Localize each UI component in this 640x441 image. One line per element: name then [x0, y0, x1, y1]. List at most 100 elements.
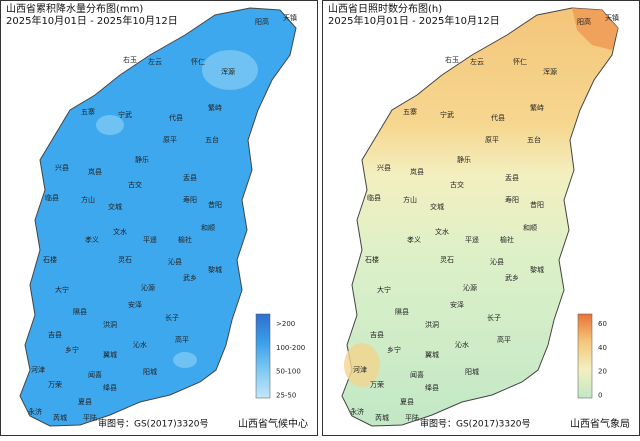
- county-label: 寿阳: [183, 195, 197, 204]
- county-label: 石楼: [43, 255, 57, 264]
- county-label: 吉县: [48, 331, 62, 339]
- county-label: 芮城: [53, 413, 67, 422]
- county-label: 武乡: [183, 273, 197, 282]
- county-label: 古交: [128, 180, 142, 189]
- county-label: 灵石: [440, 256, 454, 264]
- county-label: 宁武: [118, 110, 132, 119]
- county-label: 兴县: [377, 163, 391, 172]
- county-label: 阳城: [465, 367, 479, 376]
- legend-bar: [255, 313, 271, 399]
- county-label: 繁峙: [208, 103, 222, 112]
- county-label: 兴县: [55, 163, 69, 172]
- county-label: 武乡: [505, 273, 519, 282]
- county-label: 翼城: [425, 351, 439, 359]
- county-label: 寿阳: [505, 195, 519, 204]
- county-label: 五寨: [81, 107, 95, 116]
- county-label: 高平: [497, 335, 511, 344]
- county-label: 大宁: [55, 285, 69, 294]
- county-label: 隰县: [73, 307, 87, 316]
- county-label: 乡宁: [65, 345, 79, 354]
- county-label: 交城: [430, 202, 444, 211]
- county-label: 昔阳: [530, 200, 544, 209]
- county-label: 永济: [350, 407, 364, 416]
- county-label: 右玉: [123, 55, 137, 64]
- county-label: 交城: [108, 202, 122, 211]
- high-sun-patch: [344, 343, 380, 387]
- map-title: 山西省累积降水量分布图(mm): [6, 2, 143, 15]
- county-label: 石楼: [365, 255, 379, 264]
- county-label: 昔阳: [208, 200, 222, 209]
- county-label: 宁武: [440, 110, 454, 119]
- county-label: 黎城: [530, 265, 544, 274]
- county-label: 孝义: [407, 236, 421, 244]
- county-label: 临县: [45, 193, 59, 202]
- county-label: 和顺: [523, 223, 537, 232]
- county-label: 临县: [367, 193, 381, 202]
- province-area: [19, 7, 297, 427]
- county-label: 左云: [470, 57, 484, 66]
- county-label: 灵石: [118, 256, 132, 264]
- county-label: 黎城: [208, 265, 222, 274]
- county-label: 原平: [163, 136, 177, 144]
- legend-label: 20: [598, 368, 607, 376]
- county-label: 阳城: [143, 367, 157, 376]
- county-label: 代县: [169, 113, 183, 122]
- county-label: 岚县: [410, 168, 424, 176]
- county-label: 天镇: [283, 13, 297, 22]
- date-range: 2025年10月01日 - 2025年10月12日: [328, 14, 500, 27]
- county-label: 文水: [113, 227, 127, 236]
- legend-bar: [577, 313, 593, 399]
- county-label: 方山: [81, 195, 95, 204]
- county-label: 浑源: [543, 67, 557, 76]
- county-label: 阳高: [255, 17, 269, 26]
- county-label: 文水: [435, 227, 449, 236]
- county-label: 大宁: [377, 285, 391, 294]
- county-label: 静乐: [135, 155, 149, 164]
- county-label: 永济: [28, 407, 42, 416]
- county-label: 平遥: [465, 235, 479, 244]
- county-label: 沁源: [463, 283, 477, 292]
- county-label: 安泽: [450, 300, 464, 309]
- county-label: 盂县: [505, 174, 519, 182]
- county-label: 夏县: [400, 398, 414, 406]
- wet-patch: [96, 115, 124, 135]
- county-label: 代县: [491, 113, 505, 122]
- source: 山西省气象局: [570, 417, 630, 430]
- county-label: 万荣: [370, 380, 384, 389]
- county-label: 榆社: [178, 235, 192, 244]
- county-label: 吉县: [370, 331, 384, 339]
- county-label: 沁县: [168, 257, 182, 266]
- county-label: 盂县: [183, 174, 197, 182]
- county-label: 浑源: [221, 67, 235, 76]
- source: 山西省气候中心: [238, 417, 308, 430]
- legend-label: 100-200: [276, 344, 305, 352]
- county-label: 闻喜: [88, 370, 102, 379]
- high-sun-patch: [572, 8, 618, 50]
- legend-label: 50-100: [276, 368, 301, 376]
- county-label: 平遥: [143, 235, 157, 244]
- county-label: 右玉: [445, 55, 459, 64]
- county-label: 孝义: [85, 236, 99, 244]
- county-label: 平陆: [83, 413, 97, 422]
- county-label: 河津: [353, 366, 367, 374]
- legend-label: 25-50: [276, 391, 296, 399]
- review-number: 审图号：GS(2017)3320号: [98, 418, 209, 430]
- county-label: 万荣: [48, 380, 62, 389]
- county-label: 和顺: [201, 223, 215, 232]
- legend-label: 40: [598, 344, 607, 352]
- province-area: [341, 7, 619, 427]
- wet-patch: [173, 352, 197, 368]
- county-label: 长子: [487, 313, 501, 322]
- county-label: 静乐: [457, 155, 471, 164]
- legend-label: 0: [598, 391, 602, 399]
- county-label: 方山: [403, 195, 417, 204]
- county-label: 洪洞: [425, 320, 439, 329]
- county-label: 闻喜: [410, 370, 424, 379]
- county-label: 原平: [485, 136, 499, 144]
- county-label: 五台: [527, 135, 541, 144]
- county-label: 怀仁: [513, 57, 527, 66]
- county-label: 安泽: [128, 300, 142, 309]
